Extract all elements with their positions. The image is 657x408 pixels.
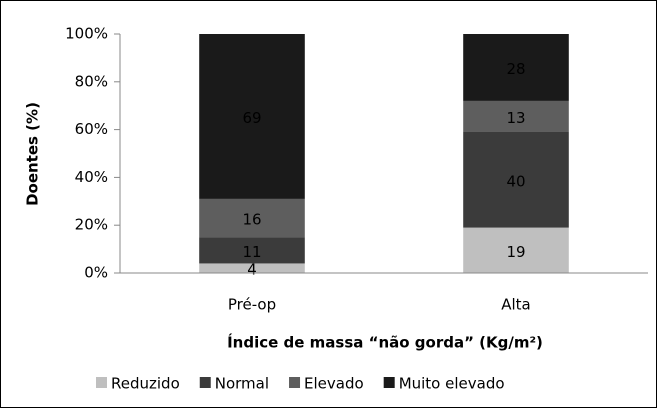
bar-segment (463, 227, 569, 273)
legend-label: Normal (215, 375, 269, 393)
legend-swatch (383, 377, 395, 388)
y-tick-label: 60% (75, 120, 108, 138)
y-tick-label: 0% (84, 264, 108, 282)
y-tick-label: 40% (75, 168, 108, 186)
legend-label: Muito elevado (399, 375, 505, 393)
x-tick-label: Alta (501, 296, 531, 314)
x-tick-label: Pré-op (228, 296, 276, 314)
data-label: 13 (506, 109, 525, 127)
data-label: 69 (242, 109, 261, 127)
data-label: 16 (242, 211, 261, 229)
legend-swatch (96, 377, 107, 388)
data-label: 19 (506, 243, 525, 261)
y-tick-label: 80% (75, 72, 108, 90)
legend-swatch (289, 377, 301, 388)
legend-label: Reduzido (111, 375, 180, 393)
y-tick-label: 100% (65, 25, 108, 43)
data-label: 28 (506, 60, 525, 78)
bar-segment (463, 131, 569, 228)
bar-segment (199, 34, 305, 199)
bar-segment (463, 34, 569, 101)
data-label: 11 (242, 243, 261, 261)
y-tick-label: 20% (75, 216, 108, 234)
y-axis-title: Doentes (%) (24, 102, 42, 206)
data-label: 40 (506, 172, 525, 190)
bar-segment (199, 237, 305, 264)
data-label: 4 (247, 261, 257, 279)
bar-segment (199, 263, 305, 273)
bar-segment (463, 100, 569, 132)
bar-segment (199, 198, 305, 238)
x-axis-title: Índice de massa “não gorda” (Kg/m²) (227, 333, 543, 352)
legend-label: Elevado (304, 375, 364, 393)
legend-swatch (199, 377, 211, 388)
